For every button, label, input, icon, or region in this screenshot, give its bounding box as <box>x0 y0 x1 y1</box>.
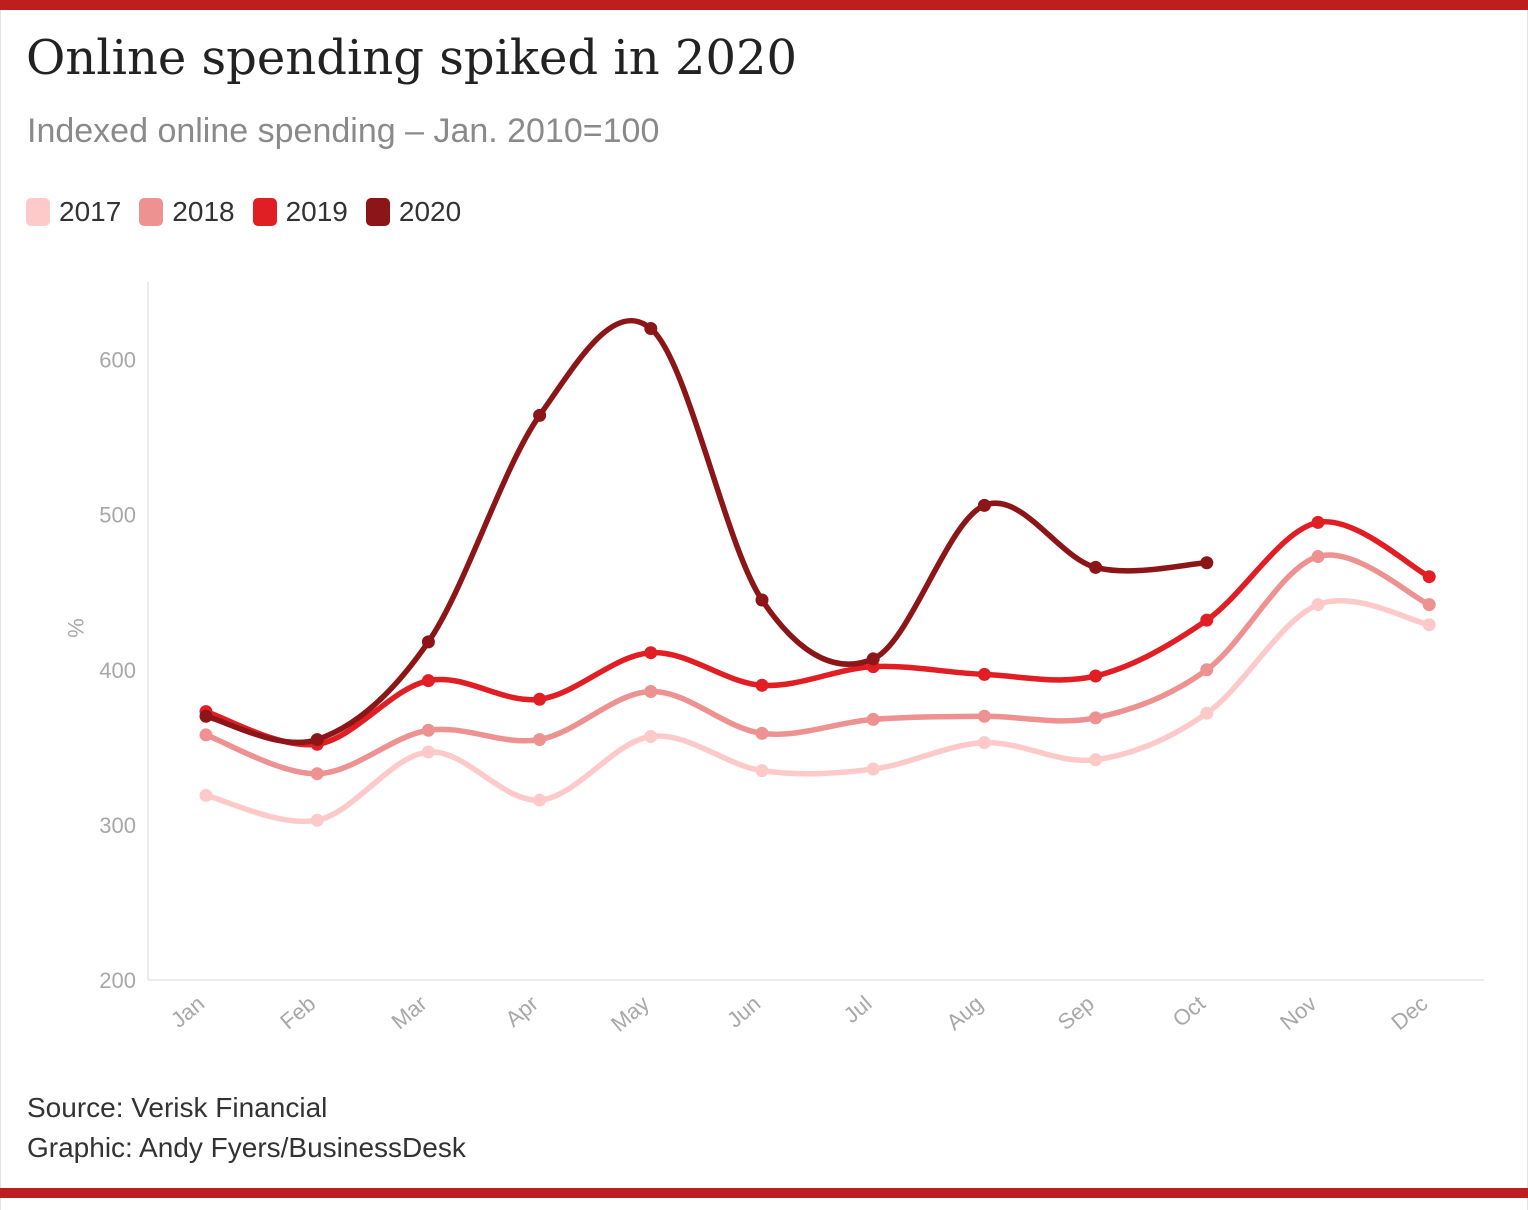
data-point-2017 <box>310 813 324 827</box>
y-tick-label: 400 <box>99 658 136 683</box>
data-point-2019 <box>755 678 769 692</box>
x-tick-label: Nov <box>1275 991 1321 1035</box>
data-point-2018 <box>644 684 658 698</box>
data-point-2019 <box>1311 515 1325 529</box>
data-point-2019 <box>1200 613 1214 627</box>
data-point-2018 <box>199 728 213 742</box>
chart-title: Online spending spiked in 2020 <box>26 30 798 86</box>
x-tick-label: Jan <box>166 991 209 1033</box>
legend-item-2019[interactable]: 2019 <box>252 196 348 228</box>
legend-label-2020: 2020 <box>398 196 462 227</box>
x-tick-label: Mar <box>387 991 432 1035</box>
legend-label-2019: 2019 <box>285 196 348 227</box>
data-point-2020 <box>310 733 324 747</box>
top-accent-bar <box>0 0 1528 10</box>
data-point-2017 <box>421 745 435 759</box>
data-point-2018 <box>1311 550 1325 564</box>
data-point-2017 <box>1311 598 1325 612</box>
x-tick-label: May <box>606 991 654 1037</box>
credit-note: Graphic: Andy Fyers/BusinessDesk <box>27 1132 466 1163</box>
line-chart: 200 300 400 500 600% Jan Feb Mar Apr May Jun Jul Aug… <box>63 282 1484 1037</box>
legend-item-2020[interactable]: 2020 <box>365 196 462 228</box>
x-tick-label: Jul <box>839 991 877 1028</box>
footer: Source: Verisk Financial Graphic: Andy F… <box>27 1088 466 1168</box>
y-tick-label: 300 <box>99 813 136 838</box>
y-tick-label: 200 <box>99 968 136 993</box>
y-axis-label: % <box>63 618 88 638</box>
data-point-2018 <box>755 726 769 740</box>
data-point-2017 <box>1089 753 1103 767</box>
data-point-2018 <box>977 709 991 723</box>
legend-swatch-2020 <box>365 198 390 226</box>
y-tick-label: 500 <box>99 503 136 528</box>
data-point-2020 <box>199 709 213 723</box>
data-point-2019 <box>1089 669 1103 683</box>
data-point-2018 <box>1089 711 1103 725</box>
data-point-2019 <box>1422 570 1436 584</box>
bottom-accent-bar <box>0 1188 1528 1198</box>
x-tick-label: Dec <box>1386 991 1432 1035</box>
data-point-2020 <box>1089 560 1103 574</box>
data-point-2017 <box>1422 618 1436 632</box>
legend-label-2018: 2018 <box>172 196 235 227</box>
series-line-2020 <box>203 318 1210 746</box>
data-point-2017 <box>977 736 991 750</box>
data-point-2017 <box>199 788 213 802</box>
x-tick-label: Jun <box>722 991 765 1033</box>
data-point-2020 <box>977 498 991 512</box>
data-point-2019 <box>421 674 435 688</box>
x-tick-label: Apr <box>501 991 543 1032</box>
data-point-2020 <box>644 322 658 336</box>
x-tick-label: Feb <box>275 991 320 1035</box>
legend-swatch-2018 <box>139 198 164 226</box>
legend-swatch-2019 <box>252 198 277 226</box>
x-tick-label: Aug <box>942 991 988 1035</box>
data-point-2020 <box>421 635 435 649</box>
data-point-2019 <box>977 667 991 681</box>
chart-subtitle: Indexed online spending – Jan. 2010=100 <box>27 112 660 150</box>
data-point-2020 <box>1200 556 1214 570</box>
data-point-2019 <box>644 646 658 660</box>
data-point-2017 <box>644 729 658 743</box>
data-point-2018 <box>1200 663 1214 677</box>
source-note: Source: Verisk Financial <box>27 1092 328 1123</box>
data-point-2017 <box>866 762 880 776</box>
data-point-2018 <box>533 733 547 747</box>
x-tick-label: Sep <box>1053 991 1099 1035</box>
data-point-2020 <box>533 408 547 422</box>
data-point-2019 <box>533 692 547 706</box>
data-point-2017 <box>533 793 547 807</box>
data-point-2018 <box>310 767 324 781</box>
legend-item-2018[interactable]: 2018 <box>139 196 235 228</box>
data-point-2018 <box>1422 598 1436 612</box>
data-point-2017 <box>1200 706 1214 720</box>
data-point-2020 <box>866 652 880 666</box>
y-tick-label: 600 <box>99 348 136 373</box>
data-point-2018 <box>421 723 435 737</box>
legend-swatch-2017 <box>26 198 50 226</box>
data-point-2018 <box>866 712 880 726</box>
x-tick-label: Oct <box>1168 991 1210 1032</box>
data-point-2017 <box>755 764 769 778</box>
legend: 2017 2018 2019 2020 <box>26 196 479 228</box>
legend-item-2017[interactable]: 2017 <box>26 196 121 228</box>
legend-label-2017: 2017 <box>59 196 122 227</box>
series-line-2019 <box>203 519 1432 748</box>
series-line-2017 <box>203 598 1432 825</box>
series-line-2018 <box>203 552 1432 777</box>
data-point-2020 <box>755 593 769 607</box>
